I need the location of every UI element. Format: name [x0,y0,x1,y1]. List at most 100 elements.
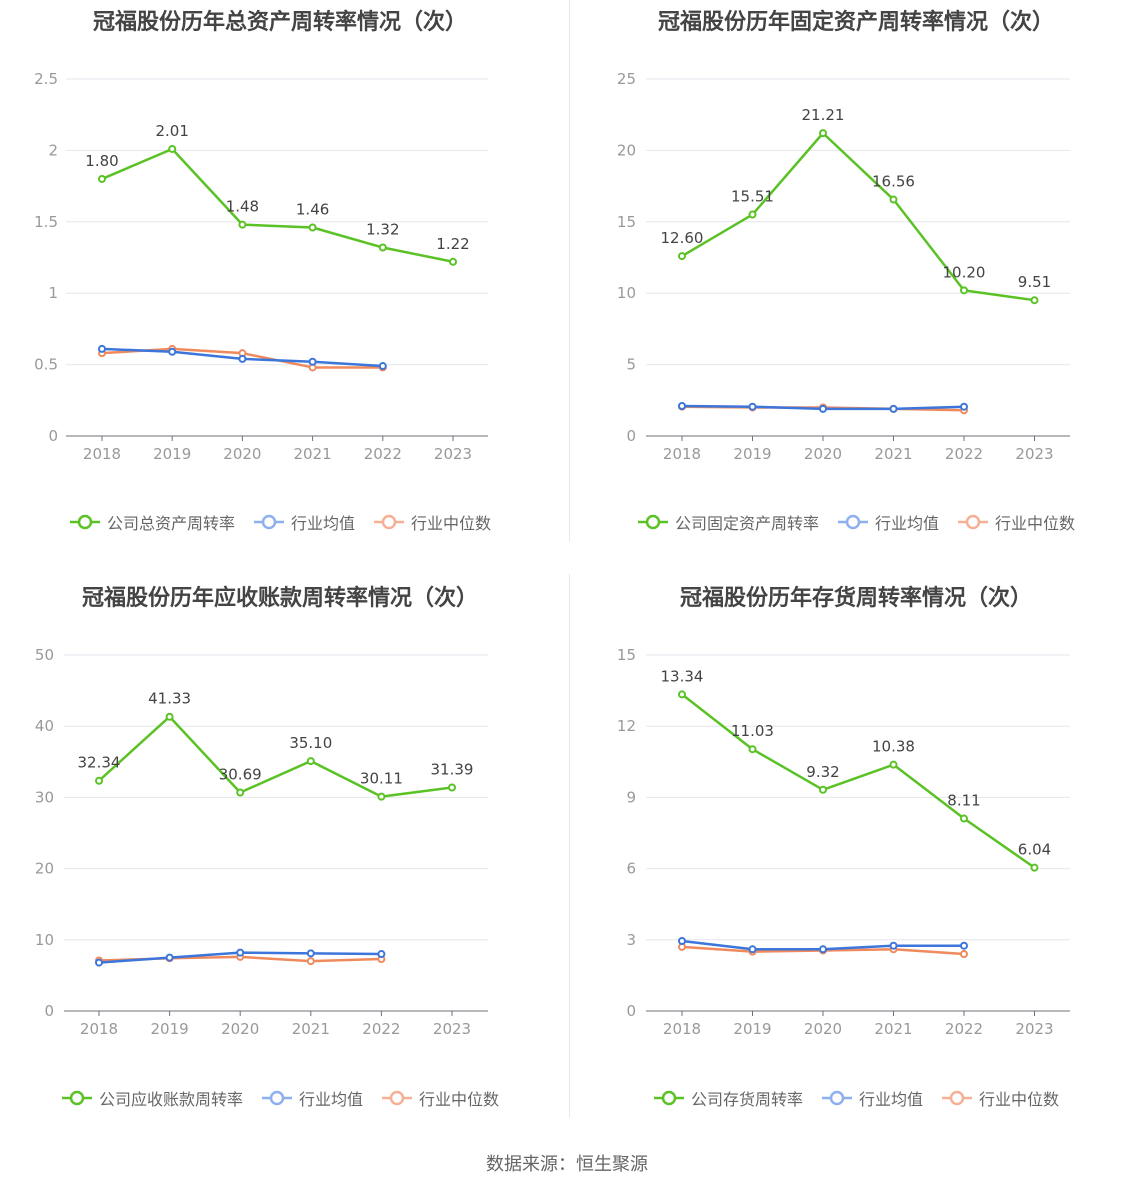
industry-average-series-point[interactable] [889,404,898,413]
industry-average-series-point[interactable] [960,402,968,411]
chart-legend: 公司存货周转率 行业均值 行业中位数 [578,1086,1134,1110]
company-series-point[interactable] [168,144,177,153]
company-series-point[interactable] [306,757,315,766]
chart-title: 冠福股份历年存货周转率情况（次） [679,586,1032,611]
legend-item-industry-average-series[interactable]: 行业均值 [837,510,939,534]
company-series-point[interactable] [678,690,686,699]
x-tick-label: 2019 [153,445,191,463]
legend-label: 行业中位数 [419,1090,500,1109]
x-tick-label: 2019 [733,1020,771,1038]
industry-average-series-point[interactable] [168,347,177,356]
industry-average-series-point[interactable] [95,958,103,967]
industry-average-series-point[interactable] [819,404,827,413]
data-label: 9.32 [806,763,839,781]
legend-item-company-series[interactable]: 公司固定资产周转率 [637,510,819,534]
data-label: 8.11 [947,792,980,810]
data-label: 1.46 [296,201,329,219]
legend-label: 公司总资产周转率 [106,514,235,533]
y-tick-label: 50 [35,646,54,664]
chart-title: 冠福股份历年应收账款周转率情况（次） [81,586,478,611]
company-series-point[interactable] [98,174,106,183]
industry-average-series-point[interactable] [748,945,757,954]
x-tick-label: 2019 [733,445,771,463]
industry-average-series-point[interactable] [165,953,174,962]
data-source-footer: 数据来源：恒生聚源 [486,1154,648,1175]
industry-average-series-point[interactable] [98,344,106,353]
legend-line-circle-icon [61,1090,92,1106]
panel-divider-top [569,0,570,542]
industry-average-series-point[interactable] [238,354,247,363]
company-series-point[interactable] [678,252,686,261]
company-series-point[interactable] [960,286,968,295]
data-label: 32.34 [78,754,121,772]
legend-item-company-series[interactable]: 公司总资产周转率 [69,510,235,534]
y-tick-label: 15 [617,213,636,231]
company-series-point[interactable] [308,223,317,232]
industry-median-series-point[interactable] [960,950,968,959]
legend-item-industry-average-series[interactable]: 行业均值 [253,510,355,534]
industry-average-series-point[interactable] [678,402,686,411]
x-tick-label: 2023 [434,445,472,463]
company-series-point[interactable] [165,712,174,721]
legend-item-industry-median-series[interactable]: 行业中位数 [373,510,491,534]
legend-label: 行业均值 [290,514,355,533]
legend-item-industry-median-series[interactable]: 行业中位数 [381,1086,499,1110]
industry-median-series-point[interactable] [306,957,315,966]
legend-item-industry-average-series[interactable]: 行业均值 [261,1086,363,1110]
legend-item-industry-median-series[interactable]: 行业中位数 [941,1086,1059,1110]
company-series-point[interactable] [748,745,757,754]
company-series-point[interactable] [819,785,827,794]
industry-average-series-point[interactable] [308,357,317,366]
y-tick-label: 1.5 [34,213,58,231]
company-series-point[interactable] [377,792,386,801]
y-tick-label: 0 [626,1002,636,1020]
company-series-point[interactable] [448,783,456,792]
x-tick-label: 2018 [80,1020,118,1038]
legend-item-company-series[interactable]: 公司存货周转率 [653,1086,803,1110]
company-series-point[interactable] [748,210,757,219]
industry-average-series-point[interactable] [748,402,757,411]
company-series-point[interactable] [378,243,387,252]
chart-plot: 0 0.5 1 1.5 2 2.5 2018 2019 2020 2021 2022 2023 1.80… [34,70,488,463]
company-series-point[interactable] [960,814,968,823]
company-series-point[interactable] [238,220,247,229]
legend-item-industry-median-series[interactable]: 行业中位数 [957,510,1075,534]
industry-average-series-point[interactable] [378,362,387,371]
company-series-point[interactable] [889,760,898,769]
receivables-turnover-chart: 冠福股份历年应收账款周转率情况（次） 0 10 20 30 40 50 2018 2019 20… [0,576,560,1136]
company-series-point[interactable] [236,788,245,797]
x-tick-label: 2021 [294,445,332,463]
chart-legend: 公司应收账款周转率 行业均值 行业中位数 [0,1086,560,1110]
company-series-point[interactable] [449,257,457,266]
y-tick-label: 0.5 [34,356,58,374]
company-series-point[interactable] [95,776,103,785]
legend-item-company-series[interactable]: 公司应收账款周转率 [61,1086,243,1110]
company-series-point[interactable] [1030,863,1039,872]
industry-average-series-point[interactable] [236,948,245,957]
industry-average-series-point[interactable] [306,949,315,958]
industry-average-series-point[interactable] [377,950,386,959]
industry-average-series-point[interactable] [678,936,686,945]
fixed-asset-turnover-chart: 冠福股份历年固定资产周转率情况（次） 0 5 10 15 20 25 2018 2019 202… [578,0,1134,560]
company-series-line [681,131,1035,302]
industry-average-series-point[interactable] [960,941,968,950]
x-tick-label: 2020 [221,1020,259,1038]
industry-average-series-point[interactable] [889,941,898,950]
y-tick-label: 2.5 [34,70,58,88]
y-tick-label: 15 [617,646,636,664]
legend-line-circle-icon [942,1090,972,1106]
data-label: 1.32 [366,221,399,239]
company-series-point[interactable] [819,129,827,138]
company-series-point[interactable] [889,195,898,204]
legend-item-industry-average-series[interactable]: 行业均值 [821,1086,923,1110]
y-tick-label: 25 [617,70,636,88]
company-series-point[interactable] [1030,296,1039,305]
y-tick-label: 6 [626,860,636,878]
chart-legend: 公司总资产周转率 行业均值 行业中位数 [0,510,560,534]
industry-average-series-point[interactable] [819,945,827,954]
data-label: 21.21 [802,106,845,124]
x-tick-label: 2020 [804,445,842,463]
x-tick-label: 2018 [663,1020,701,1038]
x-tick-label: 2018 [83,445,121,463]
data-label: 10.20 [943,263,986,281]
